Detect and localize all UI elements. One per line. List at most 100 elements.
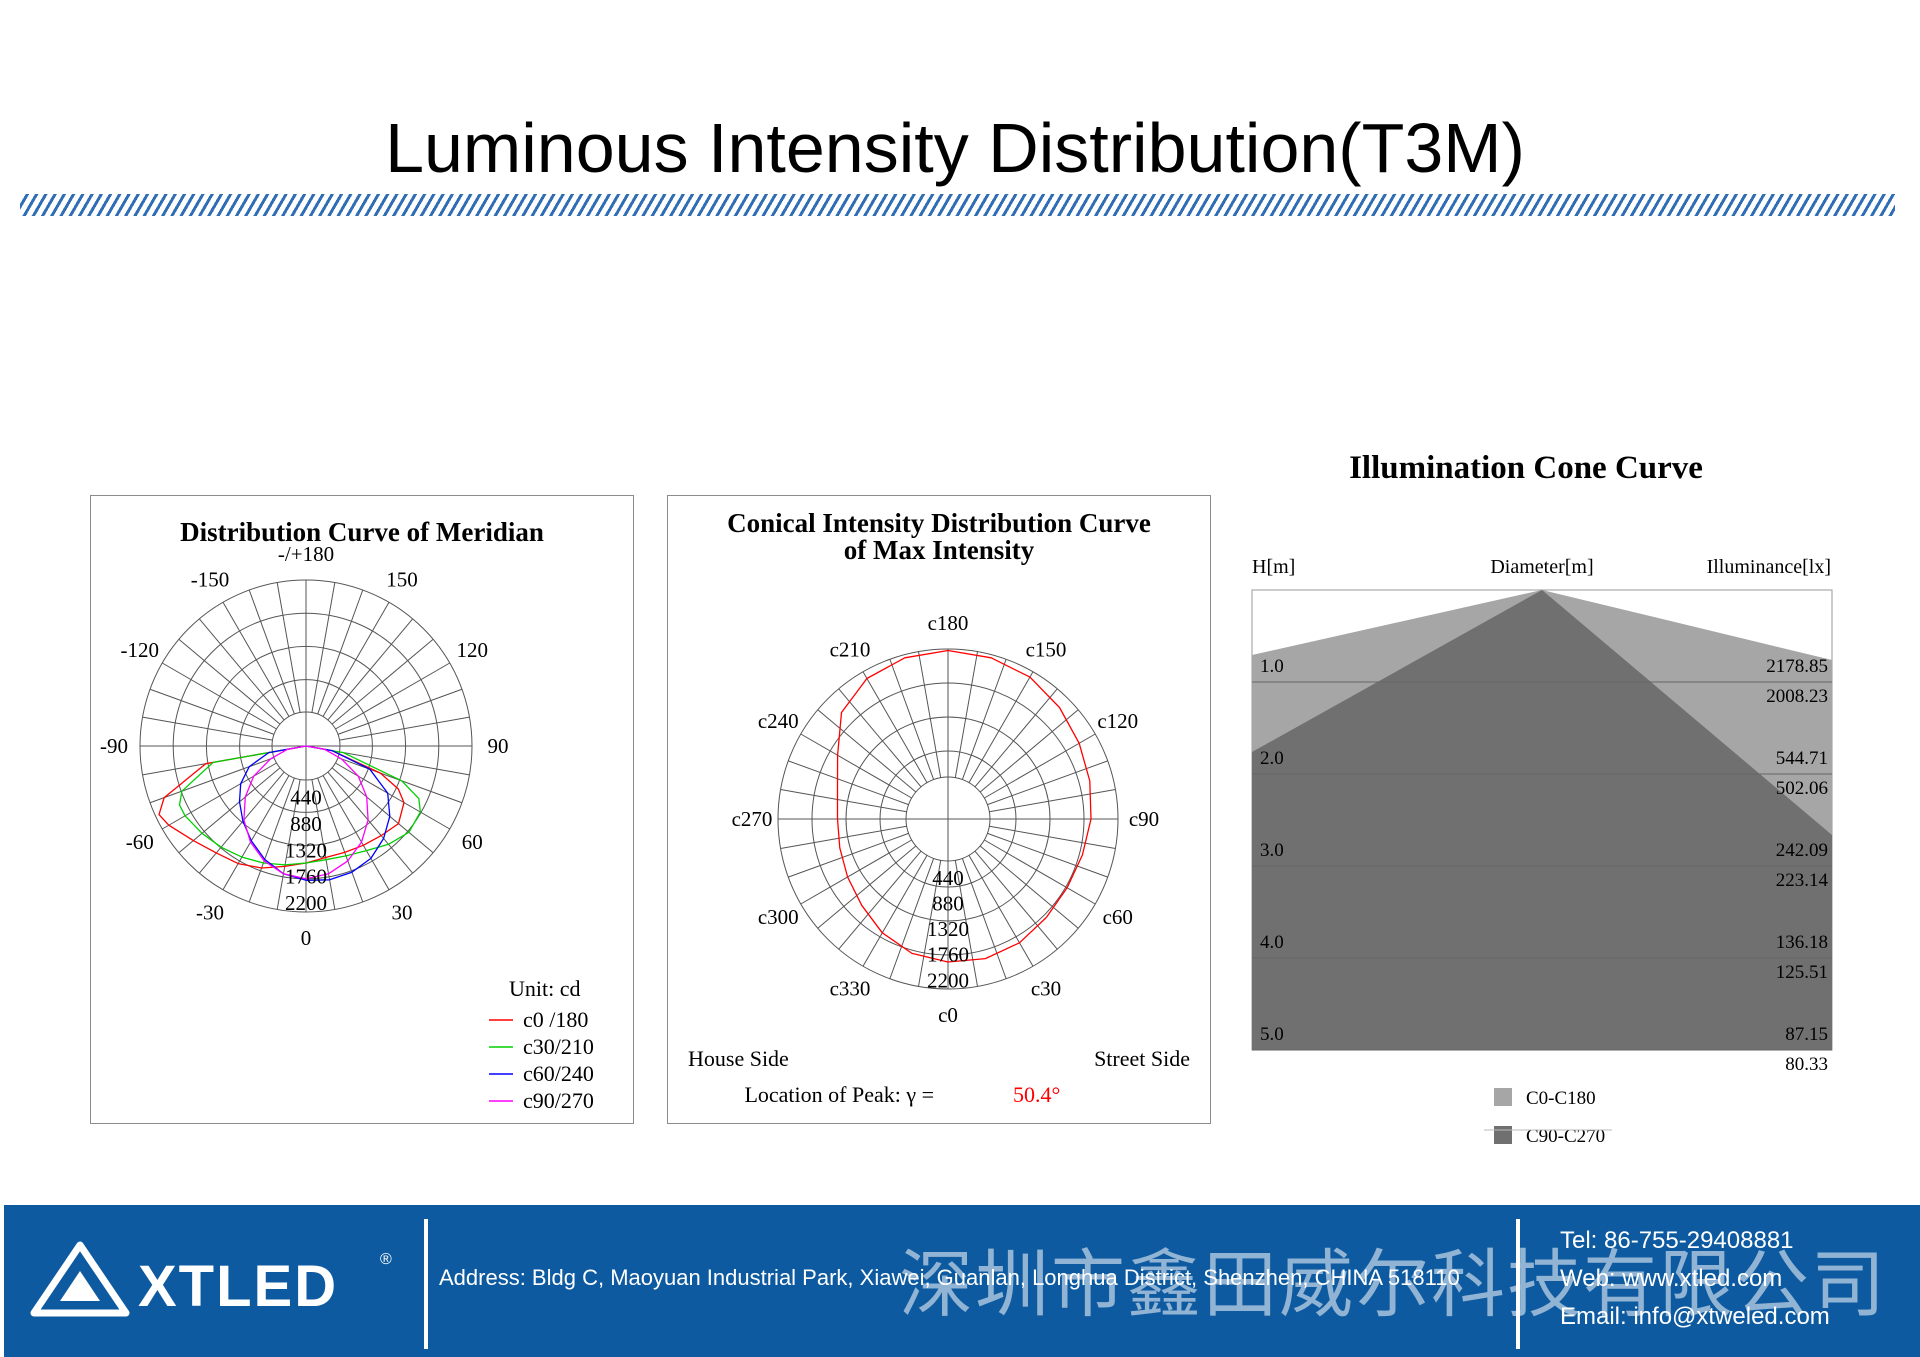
conical-spoke (968, 671, 1034, 783)
conical-spoke (954, 860, 979, 987)
cone-legend-label: C0-C180 (1526, 1088, 1596, 1109)
meridian-legend-label: c30/210 (523, 1034, 594, 1059)
cone-illuminance-c0: 544.71 (1776, 748, 1828, 769)
conical-radial-tick-label: 1760 (927, 943, 969, 967)
meridian-spoke (161, 762, 277, 830)
meridian-spoke (335, 662, 451, 730)
conical-spoke (974, 688, 1058, 788)
meridian-spoke (178, 638, 281, 725)
cone-illuminance-c90: 80.33 (1785, 1054, 1828, 1075)
conical-spoke (917, 651, 942, 778)
contact-email[interactable]: Email: info@xtweled.com (1560, 1303, 1830, 1330)
decorative-hatch-divider (20, 194, 1895, 216)
company-address: Address: Bldg C, Maoyuan Industrial Park… (439, 1265, 1460, 1290)
meridian-radial-tick-label: 1320 (285, 838, 327, 862)
conical-spoke (817, 845, 917, 929)
meridian-angle-label: -120 (120, 638, 158, 662)
cone-illuminance-c0: 2178.85 (1766, 656, 1828, 677)
conical-angle-label: c270 (732, 807, 773, 831)
meridian-angle-label: 120 (457, 638, 489, 662)
cone-illuminance-c0: 242.09 (1776, 840, 1828, 861)
cone-chart-title: Illumination Cone Curve (1349, 450, 1703, 486)
meridian-series-curve (243, 745, 369, 880)
conical-spoke (987, 832, 1108, 878)
conical-spoke (961, 659, 1007, 780)
meridian-spoke (142, 716, 273, 741)
cone-header-height: H[m] (1252, 556, 1295, 578)
meridian-angle-label: -60 (126, 830, 154, 854)
peak-location-label: Location of Peak: γ = (744, 1082, 934, 1107)
conical-spoke (961, 858, 1007, 979)
cone-c90-c270-area (1252, 590, 1832, 1050)
meridian-spoke (248, 777, 295, 903)
street-side-label: Street Side (1094, 1046, 1190, 1071)
meridian-spoke (311, 582, 336, 713)
conical-radial-tick-label: 2200 (927, 968, 969, 992)
cone-header-illuminance: Illuminance[lx] (1707, 556, 1831, 578)
meridian-spoke (337, 688, 463, 735)
cone-chart: Illumination Cone Curve H[m] Diameter[m]… (1251, 450, 1833, 1147)
meridian-series-curve (178, 745, 422, 866)
meridian-angle-label: -90 (100, 734, 128, 758)
registered-mark: ® (380, 1251, 392, 1268)
meridian-spoke (322, 601, 390, 717)
conical-spoke (889, 858, 935, 979)
meridian-spoke (149, 688, 275, 735)
conical-angle-label: c90 (1129, 807, 1159, 831)
meridian-spoke (327, 771, 414, 874)
conical-spoke (979, 845, 1079, 929)
page-title: Luminous Intensity Distribution(T3M) (385, 109, 1525, 187)
conical-spoke (817, 709, 917, 793)
conical-spoke (989, 788, 1116, 813)
cone-height-label: 3.0 (1260, 840, 1284, 861)
meridian-spoke (222, 775, 290, 891)
meridian-polar-chart: Distribution Curve of Meridian -/+180 150… (100, 517, 594, 1113)
meridian-legend-label: c0 /180 (523, 1007, 588, 1032)
conical-angle-label: c330 (830, 977, 871, 1001)
conical-spoke (917, 860, 942, 987)
meridian-spoke (198, 618, 285, 721)
house-side-label: House Side (688, 1046, 789, 1071)
meridian-spoke (149, 757, 275, 804)
meridian-angle-label: 90 (488, 734, 509, 758)
conical-chart-title: Conical Intensity Distribution Curve (727, 508, 1151, 538)
meridian-angle-label: -/+180 (278, 542, 334, 566)
conical-spoke (987, 760, 1108, 806)
cone-illuminance-c0: 136.18 (1776, 932, 1828, 953)
meridian-legend-label: c60/240 (523, 1061, 594, 1086)
meridian-spoke (322, 775, 390, 891)
conical-angle-label: c30 (1031, 977, 1061, 1001)
conical-spoke (780, 825, 907, 850)
cone-illuminance-c90: 2008.23 (1766, 686, 1828, 707)
cone-chart-area: Illumination Cone Curve H[m] Diameter[m]… (1230, 440, 1870, 1170)
cone-legend-swatch (1494, 1088, 1512, 1106)
meridian-unit-label: Unit: cd (509, 976, 581, 1001)
footer-divider-right (1516, 1219, 1520, 1349)
meridian-angle-label: 150 (386, 568, 418, 592)
xtled-logo-icon (30, 1241, 130, 1317)
cone-height-label: 4.0 (1260, 932, 1284, 953)
conical-spoke (889, 659, 935, 780)
meridian-angle-label: 30 (392, 900, 413, 924)
meridian-radial-tick-label: 1760 (285, 865, 327, 889)
contact-web[interactable]: Web: www.xtled.com (1560, 1265, 1783, 1292)
conical-spoke (968, 855, 1034, 967)
conical-spoke (838, 688, 922, 788)
meridian-spoke (335, 762, 451, 830)
company-chinese-name: 深圳市鑫田威尔科技有限公司 (899, 1242, 1887, 1328)
conical-polar-chart: Conical Intensity Distribution Curve of … (688, 508, 1190, 1107)
conical-angle-label: c180 (928, 611, 969, 635)
conical-spoke (974, 850, 1058, 950)
meridian-spoke (331, 638, 434, 725)
cone-illuminance-c90: 502.06 (1776, 778, 1828, 799)
brand-name: XTLED (138, 1254, 339, 1319)
conical-angle-label: c60 (1103, 905, 1133, 929)
meridian-chart-title: Distribution Curve of Meridian (180, 517, 544, 547)
cone-header-diameter: Diameter[m] (1490, 556, 1593, 578)
footer-bar: XTLED ® Address: Bldg C, Maoyuan Industr… (4, 1205, 1920, 1357)
conical-spoke (862, 671, 928, 783)
cone-height-label: 5.0 (1260, 1024, 1284, 1045)
meridian-spoke (248, 589, 295, 715)
conical-spoke (788, 832, 909, 878)
meridian-spoke (222, 601, 290, 717)
